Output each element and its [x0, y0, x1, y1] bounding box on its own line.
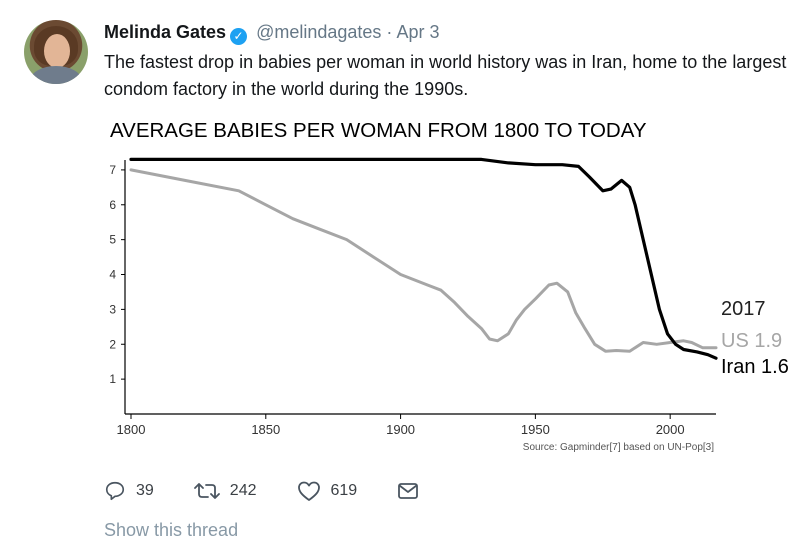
avatar-face [44, 34, 70, 68]
chart-labels: 2017 US 1.9 Iran 1.6 Source: Gapminder[7] b… [523, 298, 789, 453]
annotation-year-label: 2017 [721, 298, 766, 320]
like-button[interactable]: 619 [297, 480, 358, 502]
chart-background [104, 112, 800, 457]
x-tick-label-1800: 1800 [117, 422, 146, 437]
author-avatar[interactable] [24, 20, 88, 84]
series-label-us: US 1.9 [721, 330, 782, 352]
direct-message-icon [398, 483, 419, 499]
y-tick-label-3: 3 [109, 302, 116, 316]
tweet-header: Melinda Gates ✓ @melindagates · Apr 3 [104, 20, 439, 45]
chart-axes: 1 2 3 4 5 6 7 1800 1850 1900 1950 2000 [109, 160, 716, 437]
verified-badge-icon: ✓ [230, 28, 248, 45]
show-thread-link[interactable]: Show this thread [104, 520, 239, 540]
series-line-0 [129, 157, 718, 360]
chart-source: Source: Gapminder[7] based on UN-Pop[3] [523, 442, 714, 453]
header-separator: · [386, 22, 393, 42]
author-handle[interactable]: @melindagates [256, 22, 382, 42]
x-tick-label-1950: 1950 [521, 422, 550, 437]
tweet-actions: 39 242 619 [104, 478, 469, 504]
y-tick-label-1: 1 [109, 372, 116, 386]
x-tick-label-1850: 1850 [251, 422, 280, 437]
author-name[interactable]: Melinda Gates [104, 22, 227, 42]
tweet-date[interactable]: Apr 3 [396, 22, 440, 42]
y-tick-label-5: 5 [109, 233, 116, 247]
retweet-button[interactable]: 242 [193, 480, 257, 502]
x-tick-label-2000: 2000 [656, 422, 685, 437]
like-count: 619 [330, 482, 358, 499]
reply-icon [105, 481, 125, 501]
fertility-chart: AVERAGE BABIES PER WOMAN FROM 1800 TO TO… [104, 112, 800, 457]
avatar-shoulders [30, 66, 82, 84]
retweet-count: 242 [229, 482, 257, 499]
y-tick-label-4: 4 [109, 268, 116, 282]
y-tick-label-6: 6 [109, 198, 116, 212]
heart-icon [297, 481, 320, 501]
y-tick-label-2: 2 [109, 337, 116, 351]
x-tick-label-1900: 1900 [386, 422, 415, 437]
y-tick-label-7: 7 [109, 163, 116, 177]
tweet-chart-image[interactable]: AVERAGE BABIES PER WOMAN FROM 1800 TO TO… [104, 112, 800, 457]
series-line-1 [129, 168, 718, 353]
chart-series [129, 157, 718, 360]
chart-title: AVERAGE BABIES PER WOMAN FROM 1800 TO TO… [110, 119, 647, 142]
series-label-iran: Iran 1.6 [721, 356, 789, 378]
reply-count: 39 [136, 482, 154, 499]
retweet-icon [193, 483, 220, 499]
tweet-text: The fastest drop in babies per woman in … [104, 52, 787, 99]
reply-button[interactable]: 39 [104, 480, 154, 502]
direct-message-button[interactable] [397, 481, 429, 501]
